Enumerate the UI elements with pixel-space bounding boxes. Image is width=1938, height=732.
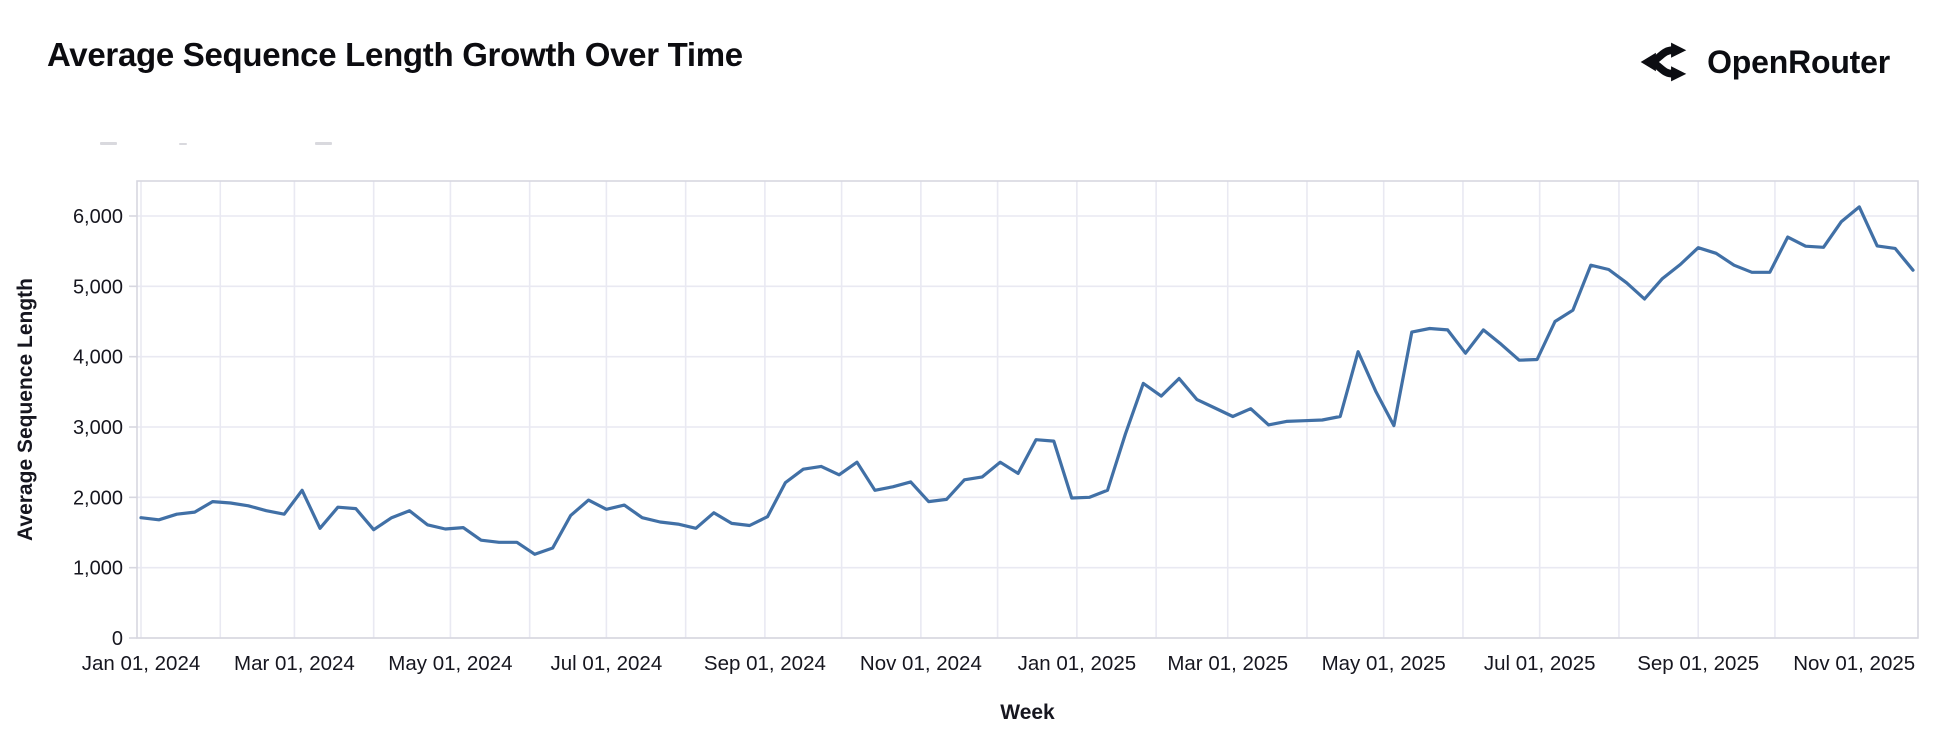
legend-remnant-mark [100, 142, 117, 145]
x-tick-label: May 01, 2024 [388, 652, 512, 675]
y-tick-label: 5,000 [73, 276, 123, 298]
x-tick-label: Jul 01, 2024 [551, 652, 663, 675]
legend-remnant-mark [179, 143, 187, 145]
x-tick-label: Sep 01, 2024 [704, 652, 826, 675]
brand-name: OpenRouter [1707, 43, 1890, 80]
x-tick-label: Nov 01, 2024 [860, 652, 982, 675]
x-tick-label: Mar 01, 2024 [234, 652, 355, 675]
y-tick-label: 6,000 [73, 206, 123, 228]
data-line-series [139, 205, 1915, 556]
x-tick-label: Sep 01, 2025 [1637, 652, 1759, 675]
y-axis-title: Average Sequence Length [14, 278, 37, 541]
x-tick-label: Jan 01, 2025 [1018, 652, 1137, 675]
y-tick-label: 3,000 [73, 417, 123, 439]
openrouter-icon [1639, 35, 1693, 89]
x-tick-label: Jul 01, 2025 [1484, 652, 1596, 675]
x-tick-label: Mar 01, 2025 [1167, 652, 1288, 675]
brand-logo: OpenRouter [1639, 34, 1890, 90]
y-tick-label: 1,000 [73, 558, 123, 580]
page-title: Average Sequence Length Growth Over Time [47, 36, 743, 73]
x-tick-label: Jan 01, 2024 [82, 652, 201, 675]
x-axis-title: Week [1000, 701, 1055, 724]
plot-border [136, 180, 1919, 639]
x-tick-label: Nov 01, 2025 [1793, 652, 1915, 675]
legend-remnant-mark [315, 142, 332, 145]
y-tick-label: 0 [112, 628, 123, 650]
y-tick-label: 2,000 [73, 487, 123, 509]
x-tick-label: May 01, 2025 [1322, 652, 1446, 675]
y-tick-label: 4,000 [73, 347, 123, 369]
